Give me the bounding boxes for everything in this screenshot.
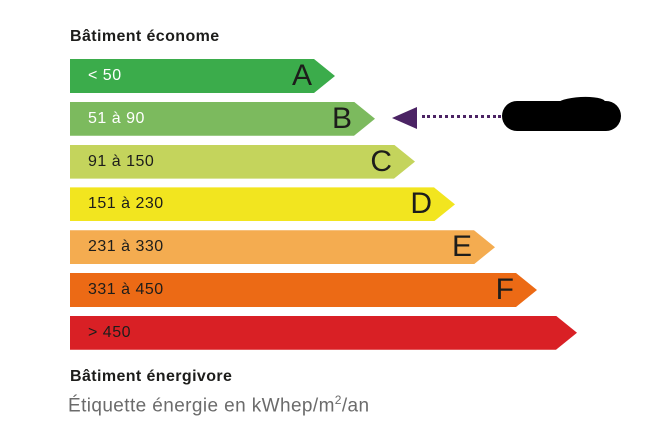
energy-label-caption: Étiquette énergie en kWhep/m2/an <box>68 393 370 417</box>
caption-suffix: /an <box>341 395 370 417</box>
caption-superscript: 2 <box>334 393 342 407</box>
energy-class-f-range: 331 à 450 <box>88 280 164 298</box>
energy-class-a-bar: < 50 A <box>70 59 335 93</box>
energy-class-d-range: 151 à 230 <box>88 195 164 213</box>
energy-class-c-range: 91 à 150 <box>88 152 155 170</box>
energy-class-e-letter: E <box>451 230 472 264</box>
energy-class-b-range: 51 à 90 <box>88 109 145 127</box>
energy-class-d-letter: D <box>410 187 432 221</box>
caption-text: Étiquette énergie en kWhep/m <box>68 395 335 417</box>
energy-class-f-letter: F <box>495 272 514 306</box>
energy-class-g-range: > 450 <box>88 323 131 341</box>
energy-class-b-letter: B <box>331 101 352 135</box>
energy-class-e-bar: 231 à 330 E <box>70 230 495 264</box>
energy-class-a-letter: A <box>291 59 312 92</box>
energy-class-c-letter: C <box>370 144 392 178</box>
energy-class-g-bar: > 450 <box>70 316 577 350</box>
energy-class-a-range: < 50 <box>88 67 122 84</box>
energy-class-f-bar: 331 à 450 F <box>70 273 537 307</box>
economical-building-label: Bâtiment économe <box>70 28 220 45</box>
energy-intensive-building-label: Bâtiment énergivore <box>70 368 233 385</box>
energy-class-b-bar: 51 à 90 B <box>70 102 375 136</box>
energy-class-c-bar: 91 à 150 C <box>70 145 415 179</box>
energy-class-e-range: 231 à 330 <box>88 238 164 256</box>
energy-scale: < 50 A 51 à 90 B 91 à 150 C 151 à 230 D … <box>70 59 577 350</box>
energy-class-d-bar: 151 à 230 D <box>70 187 455 221</box>
